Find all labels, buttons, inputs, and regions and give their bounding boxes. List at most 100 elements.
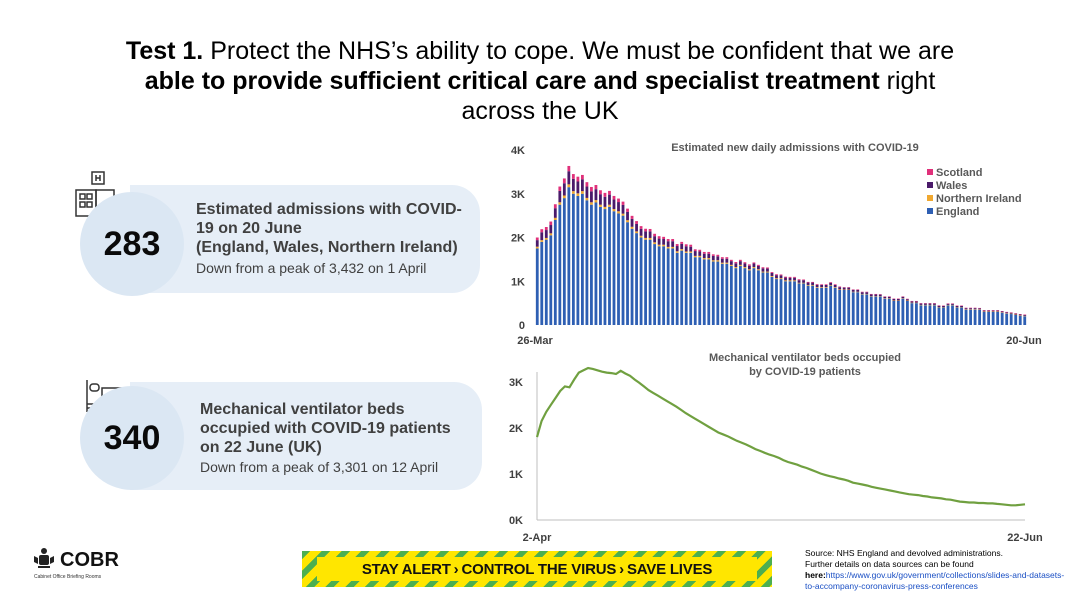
bar-wales — [698, 251, 702, 256]
bar-scotland — [608, 190, 611, 195]
chart2-x-end-label: 22-Jun — [1007, 532, 1043, 544]
bar-england — [743, 268, 747, 326]
bar-wales — [1023, 314, 1027, 316]
bar-wales — [621, 204, 625, 214]
bar-england — [558, 204, 562, 325]
bar-england — [987, 311, 991, 326]
bar-england — [1000, 312, 1004, 325]
bar-england — [626, 222, 629, 325]
bar-england — [842, 290, 846, 325]
bar-ni — [544, 237, 548, 240]
bar-scotland — [684, 244, 688, 247]
bar-ni — [707, 258, 711, 260]
bar-ni — [779, 278, 783, 280]
admissions-label-line3: (England, Wales, Northern Ireland) — [196, 239, 458, 256]
title-emphasis: able to provide sufficient critical care… — [144, 67, 880, 95]
bar-england — [581, 193, 584, 325]
source-link[interactable]: https://www.gov.uk/government/collection… — [805, 570, 1065, 591]
bar-england — [612, 211, 616, 325]
bar-ni — [766, 271, 769, 273]
bar-scotland — [675, 244, 679, 247]
bar-scotland — [802, 279, 805, 281]
bar-ni — [535, 246, 539, 249]
bar-ni — [824, 287, 828, 288]
bar-wales — [738, 261, 742, 265]
bar-england — [671, 248, 675, 325]
bar-ni — [657, 244, 661, 247]
admissions-number: 283 — [103, 224, 161, 263]
bar-wales — [924, 303, 927, 305]
ventilator-chart: Mechanical ventilator beds occupied by C… — [509, 352, 1043, 544]
bar-wales — [671, 241, 675, 247]
bar-england — [599, 206, 602, 325]
chart2-x-start-label: 2-Apr — [523, 532, 552, 544]
chart2-y-tick-label: 2K — [509, 423, 523, 435]
bar-england — [978, 309, 982, 325]
bar-england — [630, 228, 634, 325]
bar-england — [738, 265, 742, 325]
bar-scotland — [734, 262, 738, 264]
bar-england — [549, 235, 553, 325]
legend-swatch-northern-ireland — [927, 195, 933, 201]
chart2-title-line2: by COVID-19 patients — [749, 366, 861, 378]
bar-ni — [585, 197, 589, 201]
banner-part-save-lives: SAVE LIVES — [626, 560, 713, 578]
chart1-y-tick-label: 3K — [511, 189, 525, 201]
bar-ni — [567, 184, 571, 188]
bar-scotland — [653, 233, 657, 237]
bar-wales — [960, 305, 963, 308]
bar-scotland — [693, 249, 697, 252]
chart1-title: Estimated new daily admissions with COVI… — [671, 142, 919, 154]
bar-wales — [883, 296, 887, 299]
bar-scotland — [657, 236, 661, 239]
bar-wales — [648, 231, 652, 238]
bar-england — [969, 309, 972, 325]
bar-england — [1009, 314, 1013, 325]
chart1-x-end-label: 20-Jun — [1006, 335, 1042, 347]
bar-wales — [716, 256, 720, 261]
bar-ni — [725, 262, 729, 264]
bar-wales — [766, 268, 769, 272]
bar-wales — [991, 310, 995, 312]
bar-wales — [558, 190, 562, 203]
bar-wales — [973, 308, 977, 310]
bar-wales — [562, 183, 566, 196]
stay-alert-banner: STAY ALERT › CONTROL THE VIRUS › SAVE LI… — [302, 551, 772, 587]
bar-ni — [815, 287, 819, 288]
bar-wales — [770, 272, 774, 276]
bar-england — [711, 261, 715, 325]
bar-england — [869, 296, 873, 325]
bar-england — [766, 272, 769, 325]
bar-england — [887, 298, 891, 325]
bar-ni — [617, 211, 620, 214]
bar-england — [775, 279, 778, 325]
bar-wales — [535, 240, 539, 247]
bar-wales — [784, 277, 787, 281]
bar-scotland — [567, 165, 571, 172]
bar-scotland — [707, 251, 711, 254]
bar-wales — [644, 231, 647, 238]
bar-england — [797, 283, 801, 325]
source-here-label: here: — [805, 570, 826, 580]
bar-ni — [671, 246, 675, 249]
bar-england — [991, 311, 995, 326]
bar-england — [802, 283, 805, 325]
bar-ni — [603, 206, 607, 210]
bar-england — [725, 263, 729, 325]
bar-scotland — [553, 204, 557, 209]
cobr-logo-subtitle: Cabinet Office Briefing Rooms — [34, 574, 102, 580]
bar-wales — [964, 308, 968, 310]
bar-wales — [553, 208, 557, 218]
bar-ni — [752, 267, 756, 269]
bar-england — [621, 215, 625, 326]
bar-england — [567, 187, 571, 325]
bar-ni — [599, 204, 602, 207]
bar-wales — [802, 280, 805, 283]
bar-wales — [896, 298, 900, 301]
bar-wales — [1014, 313, 1018, 315]
chart1-y-tick-label: 2K — [511, 233, 525, 245]
bar-ni — [558, 202, 562, 205]
chart1-y-tick-label: 1K — [511, 276, 525, 288]
bar-england — [860, 294, 864, 325]
bar-ni — [693, 255, 697, 258]
